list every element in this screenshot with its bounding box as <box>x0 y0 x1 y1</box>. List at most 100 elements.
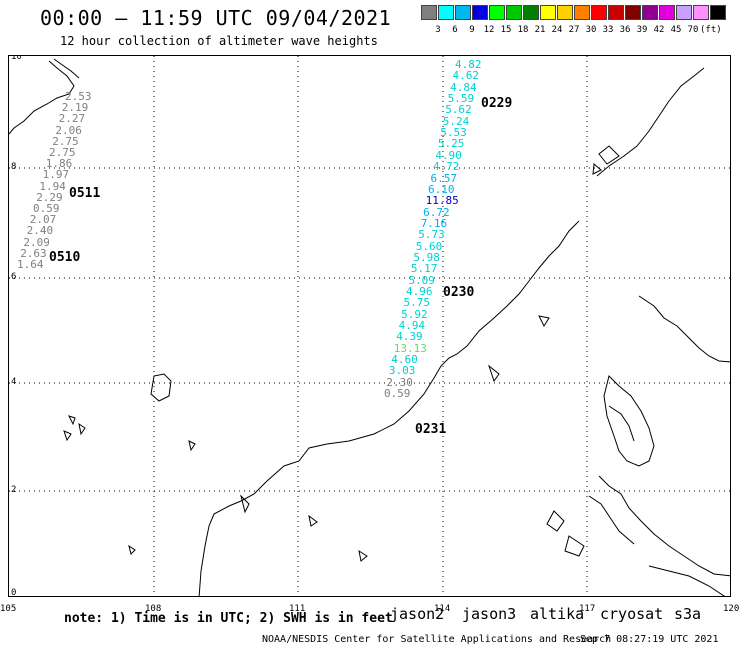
swh-value: 5.59 <box>447 92 475 106</box>
swh-value: 1.86 <box>45 157 73 171</box>
colorbar-label: 24 <box>551 25 563 35</box>
swh-value: 4.94 <box>398 319 426 333</box>
swh-value: 5.09 <box>408 273 435 287</box>
colorbar-swatch <box>659 5 675 20</box>
colorbar-swatch <box>693 5 709 20</box>
legend-s3a: s3a <box>674 605 702 623</box>
graticule <box>9 56 730 596</box>
swh-value: 6.72 <box>423 205 450 219</box>
swh-value: 11.85 <box>425 194 459 208</box>
swh-value: 1.97 <box>42 168 70 182</box>
swh-value: 4.90 <box>435 148 462 162</box>
swh-value: 6.10 <box>428 182 455 196</box>
colorbar-swatch <box>591 5 607 20</box>
colorbar-label: 27 <box>568 25 580 35</box>
lon-label: 114 <box>434 604 451 614</box>
swh-value: 2.63 <box>20 246 47 260</box>
lat-label: 6 <box>11 272 17 282</box>
swh-value: 0.59 <box>33 202 60 215</box>
colorbar-label: 33 <box>602 25 614 35</box>
coastlines <box>9 58 730 596</box>
map-title: 00:00 – 11:59 UTC 09/04/2021 <box>40 6 392 30</box>
legend-altika: altika <box>530 605 585 623</box>
swh-value: 5.75 <box>403 296 431 310</box>
swh-value: 6.57 <box>430 171 458 185</box>
colorbar-label: 70 <box>687 25 699 35</box>
swh-value: 4.62 <box>452 69 480 83</box>
pass-label: 0510 <box>49 250 81 265</box>
swh-value: 1.64 <box>17 258 44 271</box>
colorbar-label: 30 <box>585 25 597 35</box>
colorbar-label: 18 <box>517 25 529 35</box>
swh-value: 5.25 <box>437 137 465 151</box>
colorbar-swatch <box>472 5 488 20</box>
swh-value: 4.84 <box>450 80 477 94</box>
swh-value: 2.53 <box>65 90 92 103</box>
swh-value: 5.73 <box>418 228 445 242</box>
lat-label: 10 <box>11 55 22 62</box>
colorbar-swatch <box>506 5 522 20</box>
swh-value: 2.27 <box>58 112 86 126</box>
lon-label: 117 <box>579 604 596 614</box>
colorbar-swatch <box>438 5 454 20</box>
credit-text: NOAA/NESDIS Center for Satellite Applica… <box>262 634 612 645</box>
swh-value: 5.24 <box>442 114 470 128</box>
colorbar-swatch <box>455 5 471 20</box>
swh-value: 5.17 <box>410 262 438 276</box>
swh-value: 5.98 <box>413 250 440 264</box>
colorbar-label: 45 <box>670 25 682 35</box>
swh-value: 2.19 <box>61 101 89 115</box>
lon-label: 111 <box>289 604 306 614</box>
pass-label: 0511 <box>69 186 101 201</box>
colorbar-swatch <box>540 5 556 20</box>
swh-value: 2.30 <box>386 375 413 389</box>
pass-label: 0230 <box>443 285 475 300</box>
lon-label: 120 <box>723 604 740 614</box>
swh-value: 5.62 <box>445 103 472 117</box>
legend-cryosat: cryosat <box>600 605 664 623</box>
swh-value: 1.94 <box>39 179 66 193</box>
colorbar-swatch <box>489 5 505 20</box>
colorbar-swatch <box>625 5 641 20</box>
swh-value: 4.96 <box>406 285 433 298</box>
colorbar-label: (ft) <box>700 25 722 35</box>
map-frame: 10 8 6 4 2 0 0229 0511 0510 0230 0231 2.… <box>8 55 731 597</box>
map-subtitle: 12 hour collection of altimeter wave hei… <box>60 34 378 48</box>
lat-label: 8 <box>11 162 17 172</box>
colorbar-swatch <box>523 5 539 20</box>
swh-value: 4.72 <box>432 160 460 174</box>
colorbar-swatch <box>557 5 573 20</box>
colorbar-label: 15 <box>500 25 512 35</box>
colorbar-swatch <box>421 5 437 20</box>
swh-value: 5.60 <box>415 239 443 253</box>
lat-label: 0 <box>11 588 17 597</box>
colorbar-label: 6 <box>452 25 458 35</box>
swh-value: 4.60 <box>391 353 418 367</box>
colorbar-swatch <box>676 5 692 20</box>
colorbar-label: 12 <box>483 25 495 35</box>
swh-value: 2.75 <box>52 134 79 148</box>
colorbar-swatch <box>710 5 726 20</box>
swh-value: 4.82 <box>455 58 482 71</box>
legend-jason3: jason3 <box>462 605 517 623</box>
colorbar-label: 3 <box>435 25 441 35</box>
colorbar-swatch <box>608 5 624 20</box>
lon-label: 108 <box>145 604 162 614</box>
swh-value: 0.59 <box>383 387 411 401</box>
lat-label: 2 <box>11 485 17 495</box>
colorbar-label: 42 <box>653 25 665 35</box>
pass-label: 0229 <box>481 96 513 111</box>
colorbar-label: 36 <box>619 25 631 35</box>
lon-label: 105 <box>0 604 17 614</box>
colorbar-label: 39 <box>636 25 648 35</box>
generation-timestamp: Sep 7 08:27:19 UTC 2021 <box>580 634 719 645</box>
swh-value: 2.06 <box>55 123 82 137</box>
colorbar-swatch <box>642 5 658 20</box>
swh-value: 13.13 <box>393 341 427 355</box>
map-canvas <box>9 56 730 596</box>
swh-value: 7.16 <box>420 216 448 230</box>
swh-value: 2.07 <box>29 213 57 227</box>
swh-value: 2.09 <box>23 235 50 249</box>
swh-value: 5.53 <box>440 126 467 140</box>
swh-value: 5.92 <box>401 307 428 321</box>
